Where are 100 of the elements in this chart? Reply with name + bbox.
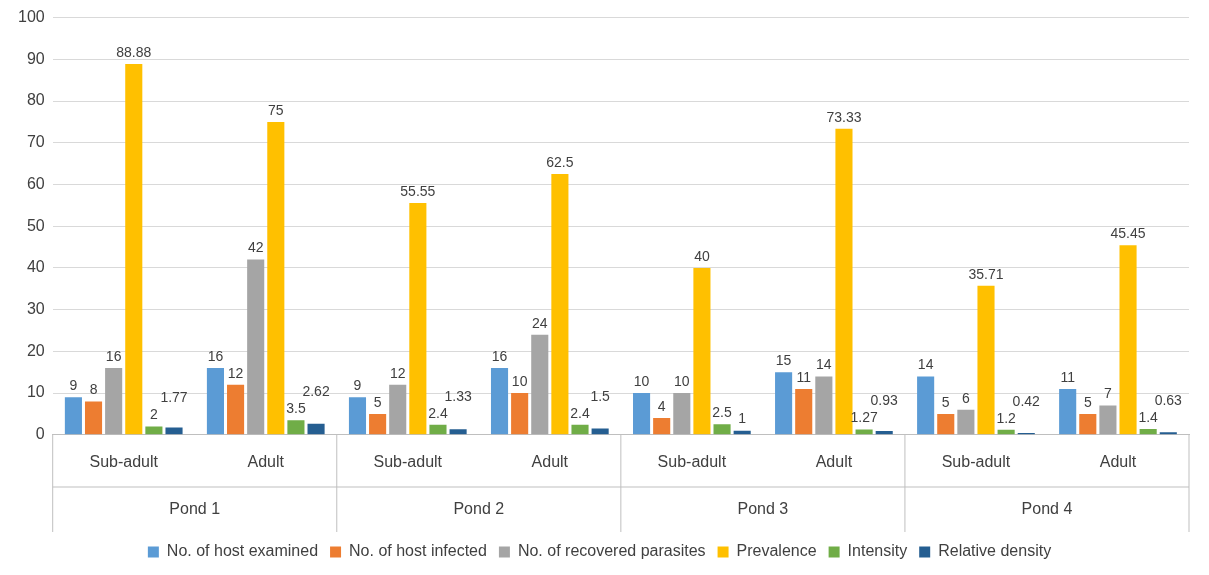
y-tick-label: 30 bbox=[26, 300, 45, 318]
bar bbox=[206, 368, 224, 435]
data-label: 11 bbox=[796, 368, 812, 385]
bar bbox=[511, 393, 529, 435]
data-label: 5 bbox=[373, 393, 382, 410]
data-label: 3.5 bbox=[286, 400, 306, 417]
y-tick-label: 20 bbox=[26, 341, 45, 359]
bar bbox=[490, 368, 509, 435]
bar bbox=[673, 393, 691, 435]
x-tick-label: Adult bbox=[1099, 452, 1137, 470]
data-label: 75 bbox=[268, 101, 284, 118]
data-label: 8 bbox=[89, 381, 98, 398]
text: Pond 2 bbox=[453, 500, 505, 518]
data-label: 11 bbox=[1060, 368, 1076, 385]
data-label: 5 bbox=[1083, 393, 1092, 410]
data-label: 10 bbox=[511, 372, 528, 389]
data-label: 2.4 bbox=[428, 404, 448, 421]
data-label: 1.5 bbox=[590, 387, 611, 404]
text: Pond 4 bbox=[1021, 500, 1073, 518]
data-label: 2.4 bbox=[570, 404, 590, 421]
y-tick-label: 90 bbox=[26, 49, 45, 67]
legend-label: No. of host infected bbox=[349, 542, 487, 560]
bar bbox=[1159, 432, 1177, 435]
bar bbox=[795, 388, 813, 435]
x-tick-label: Sub-adult bbox=[373, 452, 443, 470]
legend-label: No. of recovered parasites bbox=[517, 542, 706, 560]
bar bbox=[84, 401, 103, 435]
x-tick-label: Sub-adult bbox=[657, 452, 727, 470]
bar bbox=[227, 384, 245, 435]
legend-label: Intensity bbox=[847, 542, 908, 560]
data-label: 12 bbox=[227, 364, 244, 381]
bar bbox=[551, 174, 569, 435]
data-label: 6 bbox=[961, 389, 970, 406]
bar bbox=[815, 376, 833, 435]
bar bbox=[633, 393, 651, 435]
data-label: 73.33 bbox=[826, 108, 862, 125]
y-tick-label: 0 bbox=[35, 425, 45, 443]
y-tick-label: 70 bbox=[26, 133, 45, 151]
data-label: 40 bbox=[694, 247, 710, 264]
data-label: 10 bbox=[674, 372, 690, 389]
data-label: 16 bbox=[207, 347, 224, 364]
data-label: 9 bbox=[69, 377, 78, 394]
data-label: 42 bbox=[247, 239, 264, 256]
data-label: 24 bbox=[531, 314, 548, 331]
data-label: 9 bbox=[353, 377, 362, 394]
data-label: 88.88 bbox=[116, 43, 152, 60]
bar bbox=[1059, 388, 1077, 435]
bar bbox=[267, 121, 285, 435]
data-label: 2 bbox=[150, 406, 158, 423]
data-label: 4 bbox=[657, 397, 666, 414]
bar bbox=[775, 372, 793, 435]
data-label: 1 bbox=[738, 410, 747, 427]
x-tick-label: Adult bbox=[815, 452, 853, 470]
bar bbox=[64, 397, 82, 435]
bar bbox=[713, 424, 731, 435]
x-tick-label: Adult bbox=[531, 452, 569, 470]
data-label: 1.33 bbox=[444, 387, 472, 404]
y-tick-label: 100 bbox=[17, 8, 45, 26]
data-label: 15 bbox=[775, 352, 792, 369]
data-label: 7 bbox=[1104, 385, 1113, 402]
data-label: 14 bbox=[816, 356, 832, 373]
data-label: 45.45 bbox=[1110, 225, 1146, 242]
bar bbox=[977, 285, 995, 435]
data-label: 14 bbox=[917, 356, 934, 373]
legend-label: Relative density bbox=[938, 542, 1052, 560]
bar bbox=[1099, 405, 1117, 435]
data-label: 55.55 bbox=[400, 182, 436, 199]
data-label: 12 bbox=[389, 364, 406, 381]
bar bbox=[449, 429, 467, 435]
text: Pond 1 bbox=[169, 500, 221, 518]
y-tick-label: 50 bbox=[26, 216, 45, 234]
bar bbox=[835, 128, 853, 435]
bar bbox=[917, 376, 935, 435]
bar bbox=[287, 420, 305, 435]
bar bbox=[957, 409, 975, 435]
y-tick-label: 10 bbox=[26, 383, 45, 401]
y-tick-label: 40 bbox=[26, 258, 45, 276]
data-label: 5 bbox=[941, 393, 950, 410]
bar bbox=[307, 423, 325, 435]
data-label: 35.71 bbox=[968, 265, 1004, 282]
bar bbox=[531, 334, 549, 435]
bar bbox=[571, 424, 589, 435]
data-label: 0.93 bbox=[870, 392, 899, 409]
data-label: 1.2 bbox=[996, 409, 1017, 426]
y-tick-label: 60 bbox=[26, 174, 45, 192]
bar bbox=[389, 384, 407, 435]
data-label: 2.5 bbox=[712, 404, 732, 421]
bar bbox=[937, 413, 955, 435]
data-label: 2.62 bbox=[302, 383, 330, 400]
bar bbox=[1139, 428, 1157, 435]
bar bbox=[125, 63, 143, 435]
bar bbox=[369, 413, 387, 435]
x-tick-label: Sub-adult bbox=[89, 452, 159, 470]
data-label: 10 bbox=[633, 372, 650, 389]
data-label: 0.63 bbox=[1154, 391, 1183, 408]
legend-label: No. of host examined bbox=[166, 542, 319, 560]
bar bbox=[247, 259, 265, 435]
bar bbox=[409, 203, 427, 435]
bar bbox=[693, 267, 711, 435]
y-tick-label: 80 bbox=[26, 91, 45, 109]
